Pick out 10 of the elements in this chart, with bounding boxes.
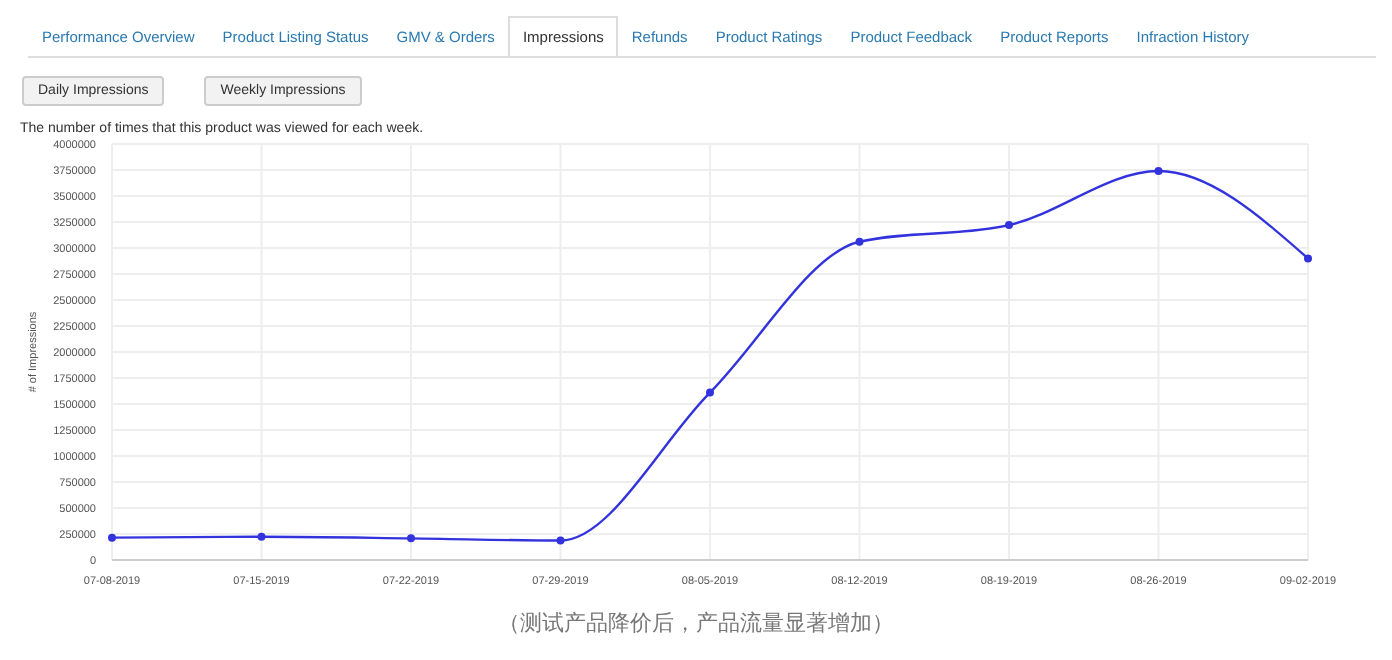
point <box>1154 167 1163 176</box>
point <box>556 536 565 545</box>
point <box>108 533 116 542</box>
text: （测试产品降价后，产品流量显著增加） <box>496 609 896 638</box>
point <box>407 534 415 543</box>
point <box>1005 221 1013 230</box>
point <box>706 388 714 397</box>
point <box>1304 254 1312 263</box>
point <box>257 532 266 541</box>
point <box>855 237 864 246</box>
